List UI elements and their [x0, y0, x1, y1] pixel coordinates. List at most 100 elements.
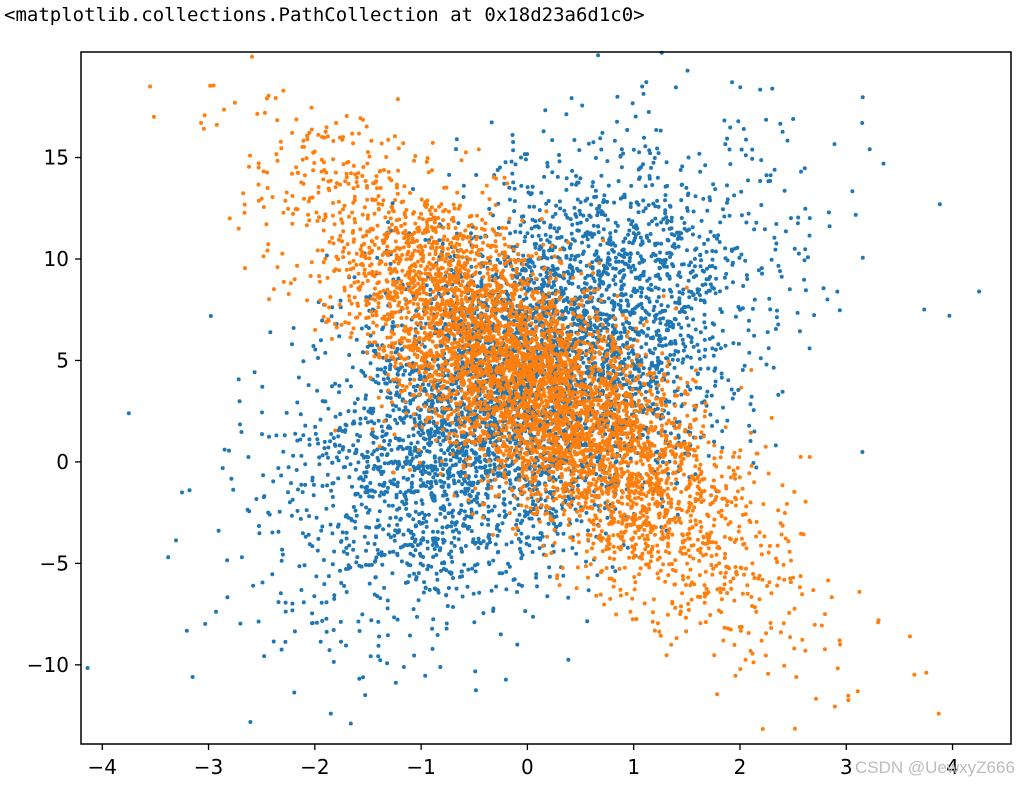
- scatter-point: [477, 590, 482, 595]
- scatter-point: [364, 454, 369, 459]
- scatter-point: [674, 481, 679, 486]
- scatter-point: [603, 531, 608, 536]
- scatter-point: [698, 366, 703, 371]
- scatter-point: [317, 455, 322, 460]
- scatter-point: [350, 484, 354, 489]
- scatter-point: [743, 153, 748, 158]
- scatter-point: [701, 196, 706, 201]
- scatter-point: [306, 383, 311, 388]
- scatter-point: [711, 353, 716, 358]
- scatter-point: [361, 350, 365, 355]
- scatter-point: [444, 621, 449, 626]
- scatter-point: [453, 522, 458, 527]
- scatter-point: [438, 665, 443, 669]
- scatter-point: [653, 243, 658, 248]
- scatter-point: [621, 268, 626, 272]
- scatter-point: [738, 85, 743, 90]
- scatter-point: [356, 438, 361, 443]
- scatter-point: [599, 293, 604, 298]
- scatter-point: [585, 619, 590, 624]
- scatter-point: [296, 375, 301, 380]
- scatter-point: [507, 470, 512, 475]
- scatter-point: [414, 577, 418, 582]
- scatter-point: [271, 639, 276, 644]
- scatter-point: [785, 138, 790, 143]
- scatter-point: [657, 343, 662, 348]
- scatter-point: [437, 548, 442, 553]
- scatter-point: [663, 193, 668, 198]
- scatter-point: [589, 202, 594, 207]
- scatter-point: [622, 309, 627, 313]
- scatter-point: [262, 494, 267, 499]
- scatter-point: [670, 357, 675, 362]
- scatter-point: [521, 253, 526, 258]
- scatter-point: [386, 523, 391, 528]
- scatter-point: [531, 499, 536, 504]
- scatter-point: [651, 308, 656, 313]
- scatter-point: [704, 249, 709, 254]
- scatter-point: [407, 372, 412, 377]
- scatter-point: [382, 552, 387, 557]
- scatter-point: [338, 619, 343, 624]
- scatter-point: [405, 477, 410, 482]
- scatter-point: [626, 302, 631, 307]
- scatter-point: [411, 187, 415, 191]
- scatter-point: [462, 516, 467, 521]
- scatter-point: [768, 307, 773, 312]
- scatter-point: [313, 424, 318, 429]
- scatter-point: [459, 503, 464, 507]
- scatter-point: [474, 494, 479, 499]
- scatter-point: [547, 565, 552, 570]
- scatter-point: [669, 219, 674, 224]
- scatter-point: [371, 433, 376, 438]
- scatter-point: [346, 409, 351, 414]
- scatter-point: [280, 552, 285, 557]
- scatter-point: [442, 410, 447, 415]
- cell-output-text: <matplotlib.collections.PathCollection a…: [4, 4, 645, 26]
- scatter-point: [778, 269, 782, 274]
- scatter-point: [364, 505, 369, 510]
- scatter-point: [293, 431, 298, 436]
- scatter-point: [584, 559, 588, 564]
- scatter-point: [405, 445, 410, 450]
- scatter-point: [346, 566, 351, 571]
- scatter-point: [591, 180, 595, 185]
- scatter-point: [676, 435, 681, 440]
- scatter-point: [260, 384, 265, 389]
- scatter-point: [388, 438, 393, 443]
- scatter-point: [521, 214, 526, 219]
- scatter-point: [561, 548, 566, 553]
- scatter-point: [351, 505, 356, 509]
- scatter-point: [432, 455, 437, 460]
- scatter-point: [252, 370, 257, 375]
- scatter-point: [411, 607, 416, 612]
- scatter-point: [832, 142, 837, 147]
- scatter-point: [460, 482, 465, 487]
- scatter-point: [502, 515, 507, 519]
- scatter-point: [591, 223, 596, 228]
- scatter-point: [360, 612, 365, 617]
- scatter-point: [641, 198, 646, 203]
- scatter-point: [358, 416, 363, 421]
- scatter-point: [355, 397, 360, 401]
- scatter-point: [598, 136, 603, 141]
- scatter-point: [375, 518, 380, 523]
- scatter-point: [271, 479, 276, 484]
- scatter-point: [359, 326, 364, 331]
- scatter-point: [351, 539, 356, 544]
- scatter-point: [415, 440, 420, 445]
- scatter-point: [395, 617, 400, 622]
- scatter-point: [827, 224, 832, 229]
- scatter-point: [752, 297, 757, 302]
- scatter-point: [578, 259, 583, 264]
- scatter-point: [475, 562, 480, 567]
- scatter-point: [358, 494, 363, 499]
- scatter-point: [668, 287, 672, 292]
- scatter-point: [282, 433, 287, 438]
- scatter-point: [515, 590, 519, 594]
- scatter-point: [682, 226, 687, 231]
- scatter-point: [485, 542, 490, 547]
- scatter-point: [459, 569, 464, 574]
- scatter-point: [342, 583, 347, 588]
- scatter-point: [671, 325, 675, 330]
